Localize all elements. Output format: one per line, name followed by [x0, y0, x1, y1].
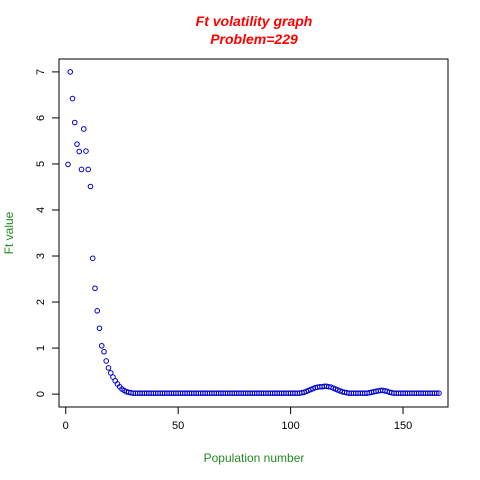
data-point	[67, 69, 74, 75]
y-tick-label: 3	[35, 253, 47, 259]
data-point	[74, 141, 80, 147]
chart-title: Ft volatility graph	[196, 13, 313, 29]
data-point	[69, 95, 76, 102]
data-point	[65, 161, 71, 168]
chart-subtitle: Problem=229	[210, 31, 298, 47]
y-tick-label: 7	[35, 69, 47, 75]
y-axis-label: Ft value	[2, 211, 16, 254]
plot-frame	[58, 58, 449, 408]
x-axis: 0 50 100 150	[63, 406, 412, 432]
data-point	[101, 348, 107, 355]
data-point	[76, 148, 83, 155]
data-point	[78, 166, 85, 173]
y-tick-label: 5	[35, 161, 47, 167]
data-points	[65, 69, 442, 396]
data-point	[83, 148, 89, 154]
data-point	[85, 166, 92, 173]
data-point	[89, 255, 96, 262]
x-tick-label: 0	[63, 420, 69, 432]
y-tick-label: 2	[35, 299, 47, 305]
x-tick-label: 150	[394, 420, 412, 432]
data-point	[103, 358, 110, 364]
data-point	[92, 285, 98, 292]
y-tick-label: 6	[35, 115, 47, 121]
data-point	[71, 119, 78, 126]
data-point	[80, 126, 87, 132]
y-tick-label: 1	[35, 345, 47, 351]
data-point	[96, 325, 103, 332]
data-point	[433, 390, 440, 396]
data-point	[105, 365, 112, 371]
data-point	[94, 307, 101, 314]
data-point	[436, 390, 442, 396]
y-axis: 0 1 2 3 4 5 6 7	[35, 69, 60, 397]
data-point	[98, 342, 105, 349]
x-tick-label: 100	[281, 420, 299, 432]
x-axis-label: Population number	[204, 451, 305, 465]
y-tick-label: 4	[35, 207, 47, 213]
data-point	[107, 370, 114, 376]
x-tick-label: 50	[172, 420, 184, 432]
y-tick-label: 0	[35, 391, 47, 397]
data-point	[87, 183, 94, 190]
